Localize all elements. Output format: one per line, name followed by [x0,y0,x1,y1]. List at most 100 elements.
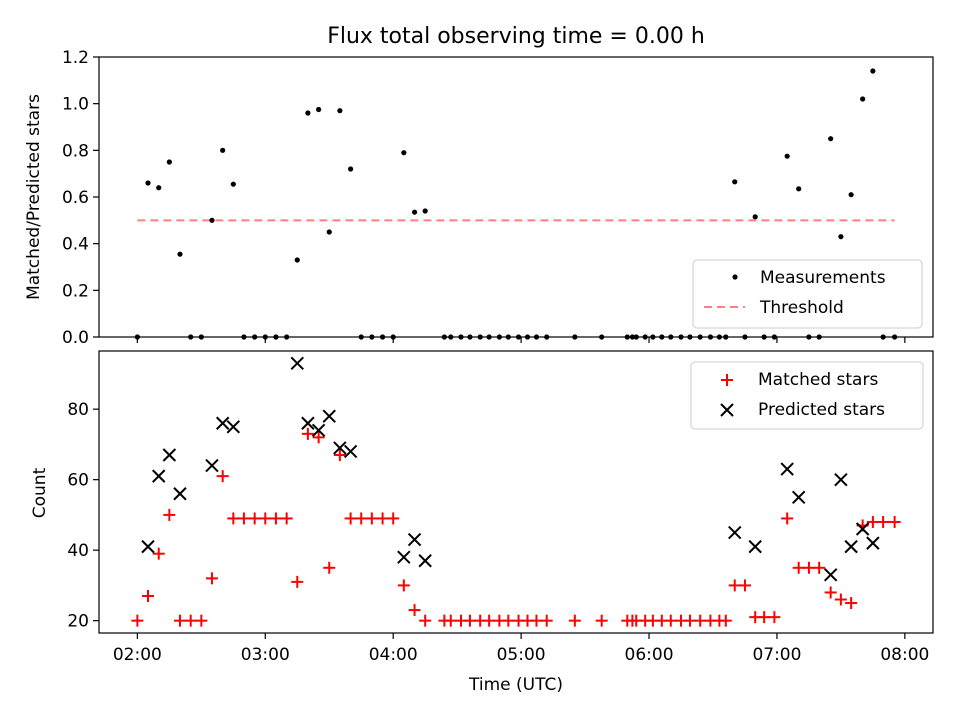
matched-star-marker [781,512,794,525]
matched-star-marker [866,515,879,528]
measurement-point [326,229,332,235]
matched-star-marker [408,604,421,617]
measurement-point [784,153,790,159]
measurement-point [166,159,172,165]
matched-star-marker [237,512,250,525]
predicted-star-marker [834,472,848,487]
matched-star-marker [595,614,608,627]
legend-threshold-label: Threshold [759,298,844,318]
measurement-point [348,166,354,172]
matched-star-marker [813,561,826,574]
measurement-point [316,106,322,113]
matched-star-marker [768,611,781,624]
top-axes-frame [98,56,934,338]
matched-star-marker [444,614,457,627]
predicted-star-marker [301,416,315,430]
matched-star-marker [365,512,378,525]
bottom-ylabel: Count [30,467,50,518]
cross-b [141,539,155,554]
matched-star-marker [152,547,165,560]
matched-star-marker [355,512,368,525]
cross-b [173,487,187,501]
cross-b [780,462,794,476]
cross-b [834,472,848,487]
matched-star-marker [280,512,293,525]
matched-star-marker [163,508,176,521]
legend-measurements-marker [732,274,738,280]
top-legend: Measurements Threshold [692,259,923,329]
measurement-point [294,257,300,263]
cross-b [844,539,858,554]
top-ylabel: Matched/Predicted stars [24,94,44,300]
predicted-star-marker [343,444,358,459]
matched-star-marker [312,431,325,444]
cross-b [343,444,358,459]
predicted-star-marker [215,416,230,430]
predicted-star-marker [162,448,177,462]
measurement-point [732,179,738,185]
measurement-point [796,186,802,192]
predicted-star-marker [205,458,219,473]
top-y-tick-label: 0.2 [62,281,89,301]
matched-star-marker [227,512,240,525]
matched-star-marker [834,593,847,606]
predicted-star-marker [407,532,422,547]
bottom-plot-area [131,356,901,627]
predicted-star-marker [333,441,347,455]
legend-predicted-label: Predicted stars [758,400,885,420]
predicted-star-marker [418,554,432,568]
matched-star-marker [530,614,543,627]
cross-b [855,522,870,536]
measurement-point [230,181,236,187]
predicted-star-marker [397,550,411,564]
cross-b [311,423,326,438]
cross-b [215,416,230,430]
predicted-star-marker [152,469,166,483]
bottom-xlabel: Time (UTC) [468,675,563,695]
matched-star-marker [719,614,732,627]
x-tick-label: 07:00 [752,645,801,665]
top-y-tick-label: 0.0 [62,328,89,348]
matched-star-marker [540,614,553,627]
measurement-point [177,251,183,257]
predicted-star-marker [866,536,880,550]
measurement-point [209,217,215,223]
top-panel: 0.0 0.2 0.4 0.6 0.8 1.0 1.2 Matched/Predicted … [24,48,934,348]
cross-b [290,356,304,371]
x-tick-label: 04:00 [369,645,418,665]
bottom-y-tick-label: 60 [67,471,89,491]
matched-star-marker [141,589,154,602]
matched-star-marker [269,512,282,525]
measurement-point [220,147,226,153]
bottom-y-tick-label: 80 [67,400,89,420]
predicted-star-marker [823,568,838,582]
matched-star-marker [502,614,515,627]
predicted-star-marker [728,525,742,540]
matched-star-marker [344,512,357,525]
matched-star-marker [387,512,400,525]
matched-star-marker [195,614,208,627]
measurement-point [305,110,311,116]
matched-star-marker [323,561,336,574]
cross-b [333,441,347,455]
predicted-star-marker [173,487,187,501]
cross-b [205,458,219,473]
matched-star-marker [333,448,346,461]
cross-b [301,416,315,430]
bottom-y-tick-label: 40 [67,541,89,561]
bottom-axes: 02:00 03:00 04:00 05:00 06:00 07:00 08:00 20 40 6… [67,400,929,665]
x-tick-label: 02:00 [113,645,162,665]
predicted-star-marker [290,356,304,371]
matched-star-marker [683,614,696,627]
measurement-point [828,136,834,142]
measurement-point [156,185,162,191]
matched-star-marker [664,614,677,627]
matched-star-marker [376,512,389,525]
matched-star-marker [738,579,751,592]
top-y-tick-label: 1.2 [62,48,89,68]
matched-star-marker [419,614,432,627]
matched-star-marker [463,614,476,627]
measurement-point [870,68,876,74]
